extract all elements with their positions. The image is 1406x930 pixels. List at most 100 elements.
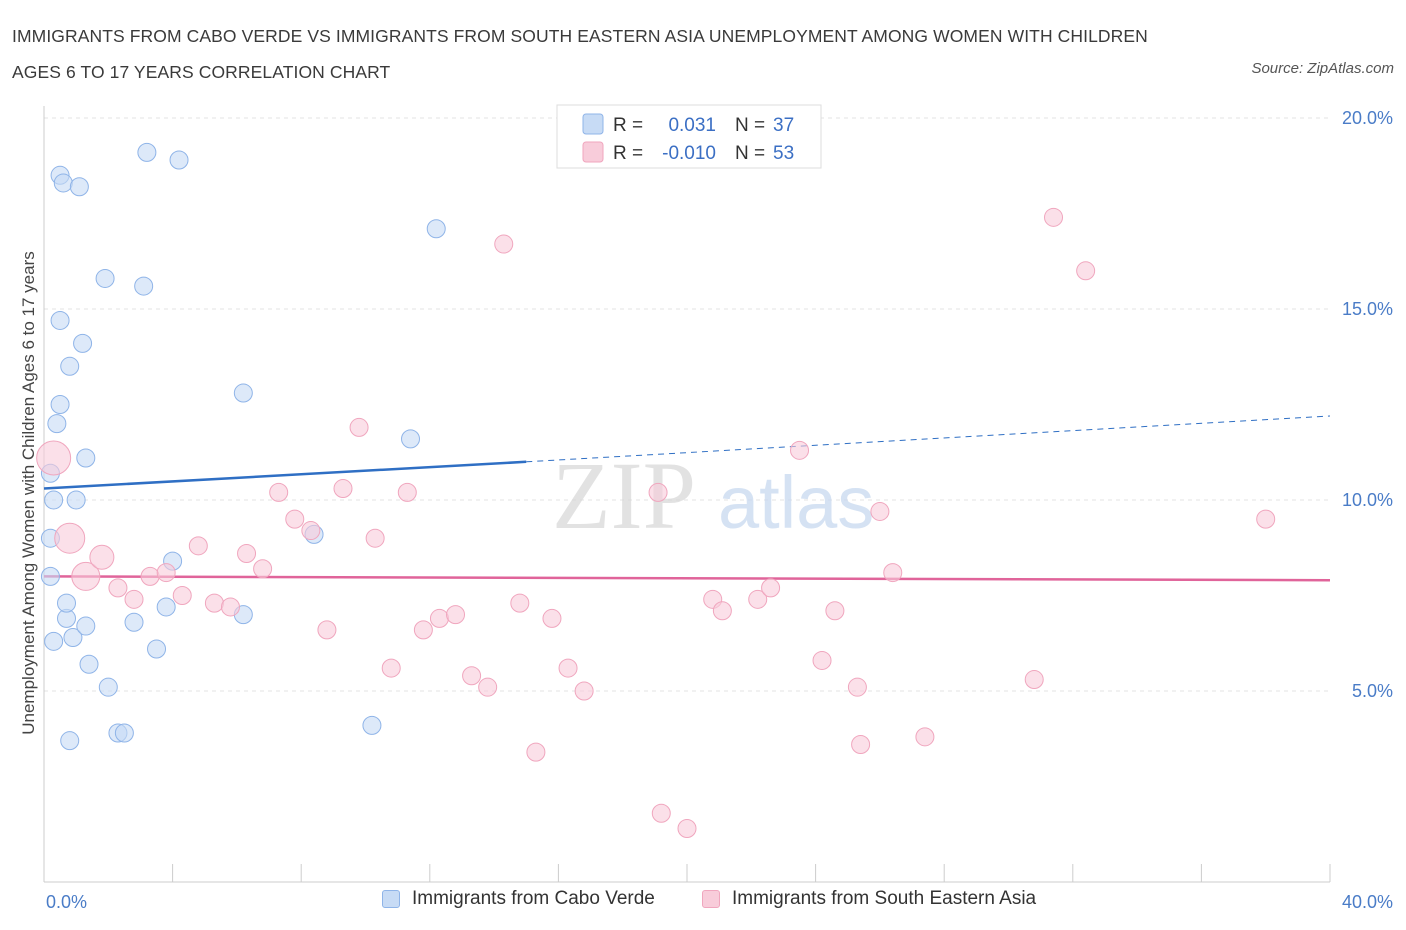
- point-se-asia-25: [446, 605, 466, 625]
- point-cabo-verde-22: [98, 677, 118, 697]
- point-cabo-verde-29: [156, 597, 176, 617]
- point-cabo-verde-9: [53, 173, 73, 193]
- point-se-asia-9: [188, 536, 208, 556]
- point-se-asia-0: [36, 440, 72, 476]
- point-cabo-verde-5: [47, 414, 67, 434]
- point-se-asia-14: [269, 482, 289, 502]
- legend-r-value-2: -0.010: [662, 143, 716, 164]
- point-se-asia-2: [71, 561, 101, 591]
- point-se-asia-13: [253, 559, 273, 579]
- point-se-asia-41: [790, 440, 810, 460]
- stats-legend: R = 0.031 N = 37 R = -0.010 N = 53: [556, 104, 822, 169]
- point-se-asia-46: [870, 501, 890, 521]
- point-se-asia-19: [349, 417, 369, 437]
- point-cabo-verde-14: [63, 628, 83, 648]
- legend-item-cabo-verde: Immigrants from Cabo Verde: [382, 888, 655, 910]
- point-se-asia-43: [825, 601, 845, 621]
- point-cabo-verde-11: [57, 593, 77, 613]
- point-se-asia-51: [1076, 261, 1096, 281]
- trend-line-cabo-verde: [43, 460, 527, 490]
- point-se-asia-3: [89, 544, 115, 570]
- x-tick-label-min: 0.0%: [46, 892, 87, 912]
- point-cabo-verde-32: [233, 383, 253, 403]
- legend-r-label-2: R =: [613, 143, 643, 164]
- point-se-asia-21: [381, 658, 401, 678]
- point-se-asia-1: [54, 522, 86, 554]
- point-se-asia-7: [156, 563, 176, 583]
- point-se-asia-52: [1256, 509, 1276, 529]
- point-se-asia-22: [397, 482, 417, 502]
- point-se-asia-48: [915, 727, 935, 747]
- point-se-asia-18: [333, 479, 353, 499]
- y-tick-label-0: 20.0%: [1342, 108, 1393, 128]
- point-se-asia-5: [124, 589, 144, 609]
- point-se-asia-50: [1044, 207, 1064, 227]
- point-se-asia-6: [140, 566, 160, 586]
- point-se-asia-31: [542, 608, 562, 628]
- point-se-asia-39: [748, 589, 768, 609]
- point-cabo-verde-17: [73, 333, 93, 353]
- point-se-asia-4: [108, 578, 128, 598]
- point-cabo-verde-1: [44, 490, 64, 510]
- legend-n-label-1: N =: [735, 115, 765, 136]
- legend-swatch-cabo-verde: [582, 113, 604, 135]
- point-cabo-verde-16: [69, 177, 89, 197]
- data-points: [36, 142, 1276, 839]
- point-se-asia-29: [510, 593, 530, 613]
- x-tick-label-max: 40.0%: [1342, 892, 1393, 912]
- point-se-asia-42: [812, 650, 832, 670]
- point-se-asia-32: [558, 658, 578, 678]
- legend-label-se-asia: Immigrants from South Eastern Asia: [732, 888, 1037, 909]
- point-cabo-verde-28: [147, 639, 167, 659]
- series-legend: Immigrants from Cabo Verde Immigrants fr…: [0, 888, 1406, 916]
- y-axis-label: Unemployment Among Women with Children A…: [19, 251, 38, 735]
- point-cabo-verde-35: [362, 715, 382, 735]
- point-se-asia-23: [413, 620, 433, 640]
- point-cabo-verde-19: [76, 616, 96, 636]
- axes: [43, 106, 1331, 883]
- point-se-asia-36: [677, 819, 697, 839]
- point-cabo-verde-6: [50, 395, 70, 414]
- point-cabo-verde-24: [114, 723, 134, 743]
- point-se-asia-33: [574, 681, 594, 701]
- point-se-asia-49: [1024, 670, 1044, 690]
- legend-n-value-2: 53: [773, 143, 794, 164]
- point-se-asia-17: [317, 620, 337, 640]
- point-se-asia-30: [526, 742, 546, 762]
- point-cabo-verde-27: [137, 142, 157, 162]
- point-cabo-verde-13: [60, 356, 80, 376]
- chart-title: IMMIGRANTS FROM CABO VERDE VS IMMIGRANTS…: [12, 26, 1148, 82]
- point-cabo-verde-4: [44, 631, 64, 651]
- point-se-asia-40: [761, 578, 781, 598]
- point-se-asia-47: [883, 563, 903, 583]
- legend-n-value-1: 37: [773, 115, 794, 136]
- point-cabo-verde-21: [95, 268, 115, 288]
- point-se-asia-11: [220, 597, 240, 617]
- watermark-atlas: atlas: [718, 461, 874, 544]
- point-se-asia-16: [301, 521, 321, 541]
- point-cabo-verde-25: [124, 612, 144, 632]
- legend-square-se-asia: [702, 890, 720, 908]
- trend-line-se-asia: [43, 575, 1331, 582]
- point-cabo-verde-26: [134, 276, 154, 296]
- point-se-asia-35: [648, 482, 668, 502]
- point-se-asia-20: [365, 528, 385, 548]
- point-se-asia-10: [204, 593, 224, 613]
- point-se-asia-34: [651, 803, 671, 823]
- point-cabo-verde-31: [169, 150, 189, 170]
- legend-r-label-1: R =: [613, 115, 643, 136]
- point-cabo-verde-3: [40, 566, 60, 586]
- point-cabo-verde-15: [66, 490, 86, 510]
- point-cabo-verde-36: [401, 429, 421, 449]
- source-label: Source: ZipAtlas.com: [1251, 60, 1394, 77]
- point-se-asia-38: [712, 601, 732, 621]
- tick-labels: 20.0% 15.0% 10.0% 5.0% 0.0% 40.0%: [46, 108, 1393, 912]
- watermark: ZIP atlas: [552, 442, 874, 549]
- point-se-asia-15: [285, 509, 305, 529]
- y-tick-label-1: 15.0%: [1342, 299, 1393, 319]
- point-se-asia-27: [478, 677, 498, 697]
- point-se-asia-24: [429, 608, 449, 628]
- watermark-zip: ZIP: [552, 442, 696, 549]
- trend-line-cabo-verde-extension: [526, 415, 1331, 463]
